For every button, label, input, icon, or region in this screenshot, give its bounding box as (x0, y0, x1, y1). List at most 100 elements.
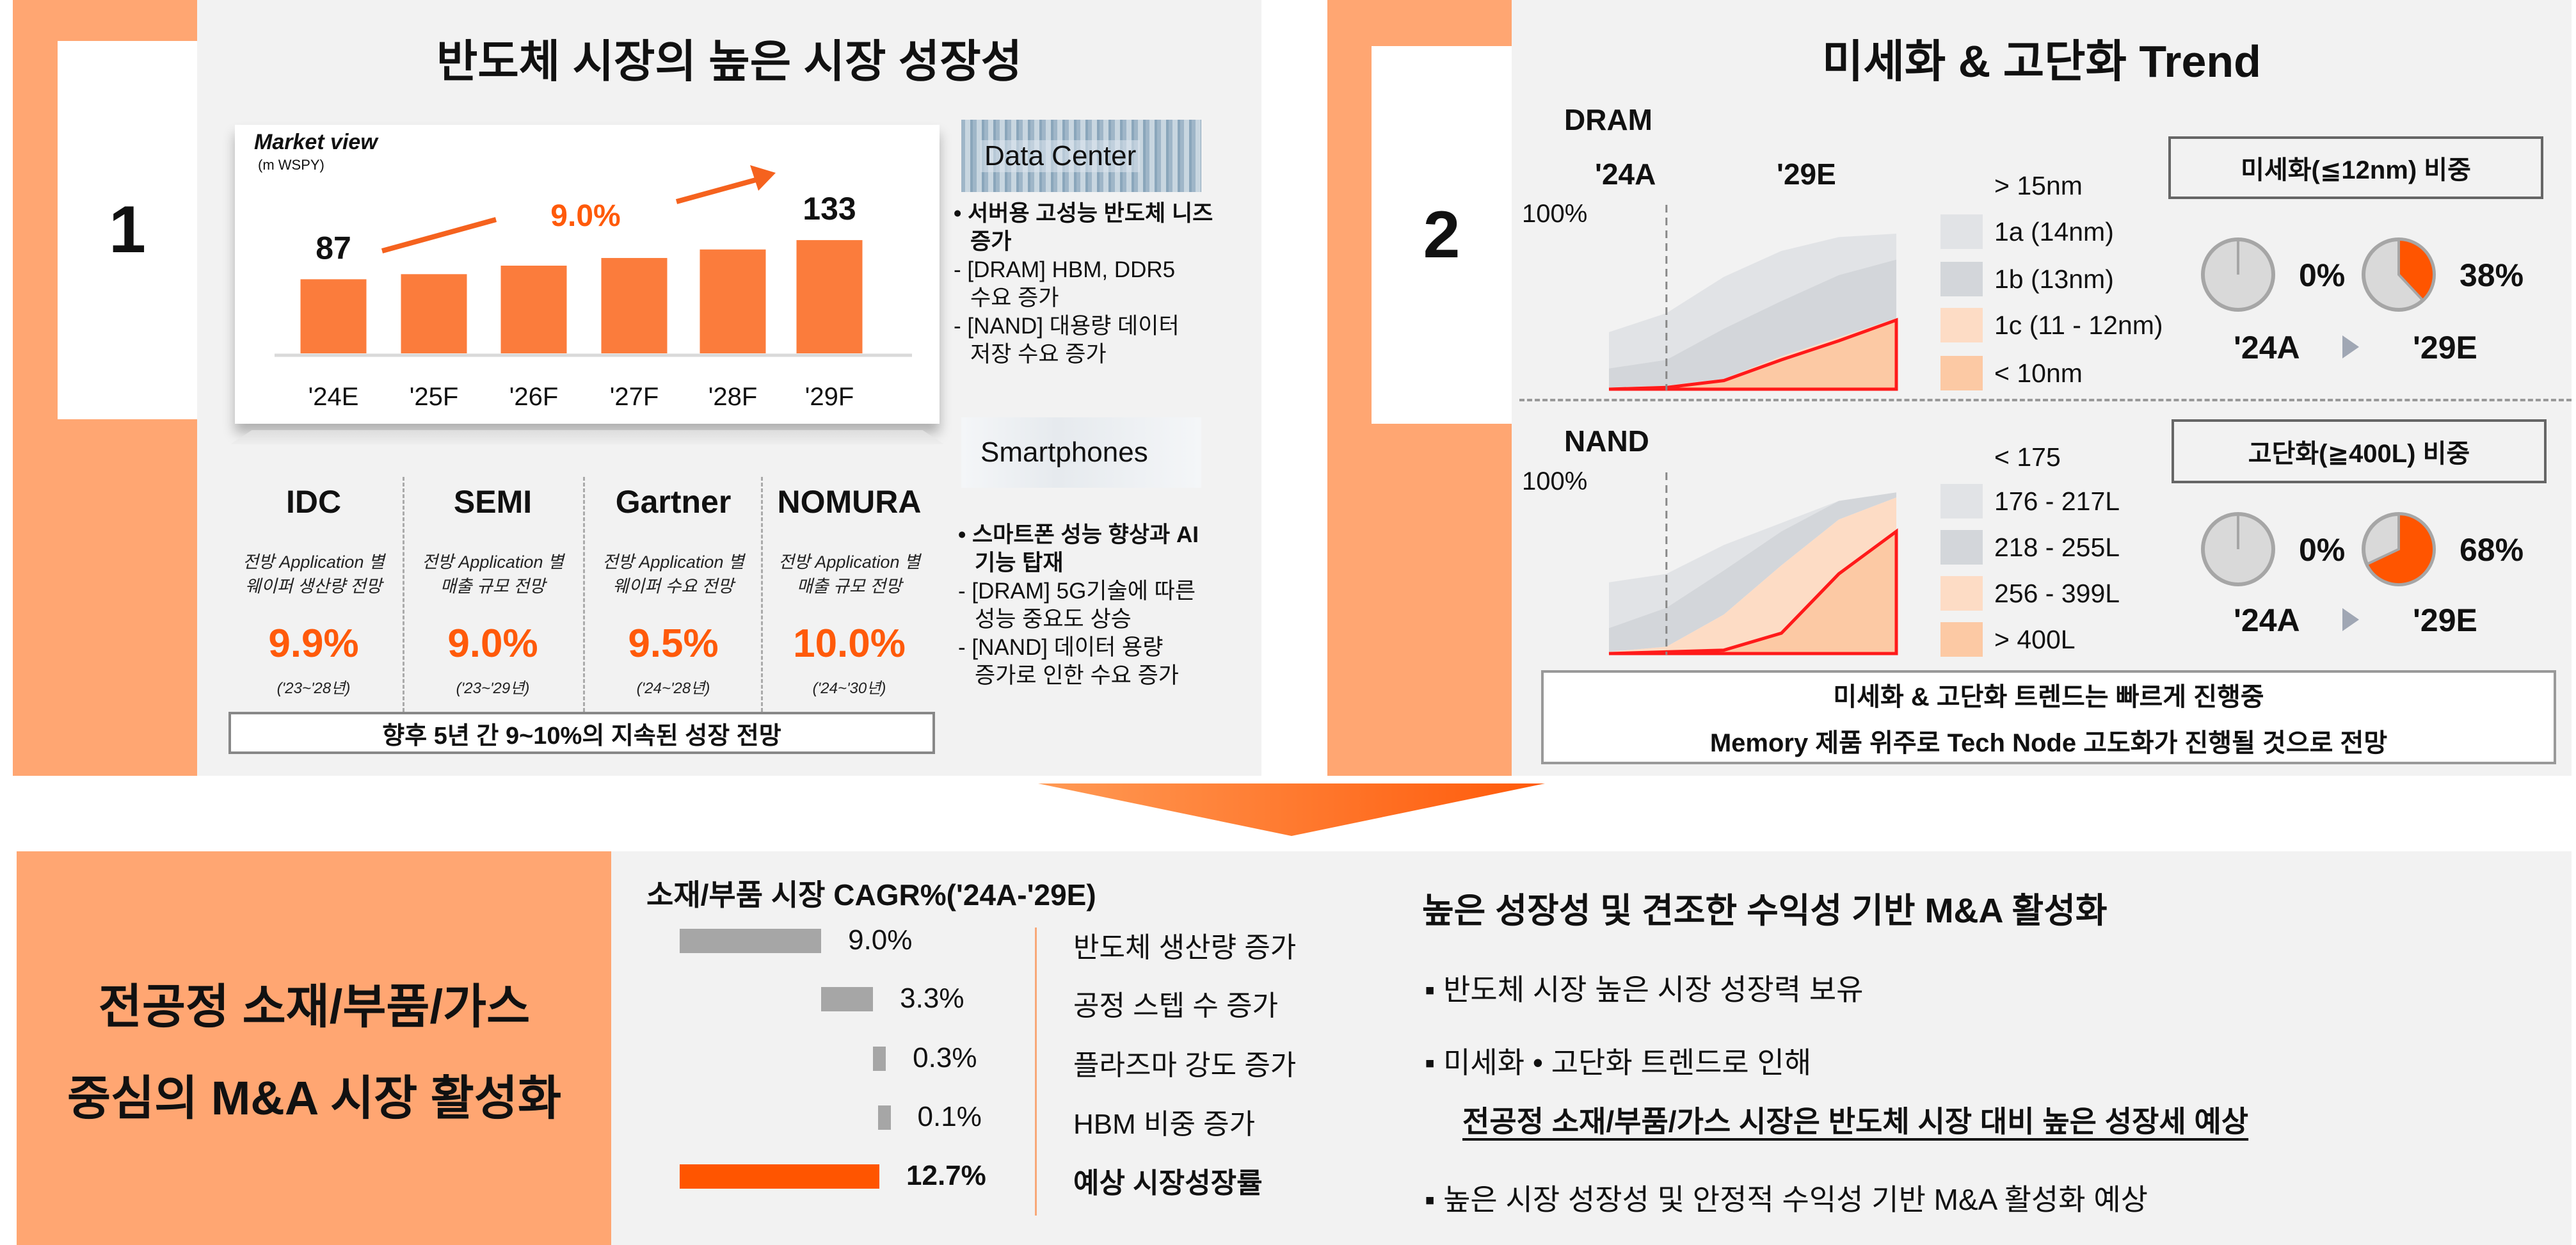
source-value: 9.0% (447, 622, 538, 666)
highlight-series-outline (1608, 317, 1898, 391)
x-tick-label: '25F (410, 383, 459, 411)
bar (821, 987, 874, 1011)
pie-value: 0% (2299, 257, 2345, 293)
section-divider (1519, 399, 2572, 401)
smartphones-bullets: • 스마트폰 성능 향상과 AI 기능 탑재 - [DRAM] 5G기술에 따른… (958, 521, 1199, 690)
bar (796, 240, 863, 353)
x-tick-label: '27F (610, 383, 659, 411)
legend-swatch (1940, 262, 1983, 296)
trend-arrow (675, 175, 764, 204)
bottom-headline-line1: 전공정 소재/부품/가스 (98, 979, 531, 1033)
cagr-title: 소재/부품 시장 CAGR%('24A-'29E) (646, 878, 1096, 912)
divider (403, 477, 404, 712)
square-bullet-icon: ▪ (1425, 1183, 1444, 1216)
x-tick-label: '26F (509, 383, 559, 411)
smartphones-headline: 스마트폰 성능 향상과 AI (972, 522, 1199, 547)
pie-slice (2365, 512, 2435, 586)
legend-swatch (1940, 440, 1983, 474)
smartphones-point: - [NAND] 데이터 용량 (958, 635, 1164, 660)
data-label: 12.7% (906, 1160, 986, 1191)
divider (761, 477, 763, 712)
dram-y-tick: 100% (1522, 200, 1588, 228)
smartphones-point: 성능 중요도 상승 (975, 607, 1132, 632)
source-desc: 매출 규모 전망 (796, 577, 902, 596)
market-view-title: Market view (254, 130, 378, 154)
data-center-point: - [DRAM] HBM, DDR5 (954, 257, 1176, 282)
legend-label: 218 - 255L (1994, 532, 2120, 562)
bottom-bullet-text: 반도체 시장 높은 시장 성장력 보유 (1443, 973, 1864, 1006)
data-label: 9.0% (848, 924, 913, 956)
bottom-bullet-text: 높은 시장 성장성 및 안정적 수익성 기반 M&A 활성화 예상 (1443, 1183, 2148, 1216)
bar (601, 258, 668, 353)
data-label: 3.3% (900, 983, 964, 1014)
smartphones-banner: Smartphones (961, 417, 1201, 488)
pie-pair: 0% 38% (2201, 237, 2524, 312)
area-series (1609, 320, 1896, 389)
legend-item: 256 - 399L (1940, 576, 2120, 611)
card-stand (230, 430, 944, 444)
dram-area-chart (1608, 205, 1898, 391)
pie-year-label: '29E (2413, 330, 2477, 365)
total-bar (680, 1164, 879, 1189)
source-value: 10.0% (793, 622, 906, 666)
panel2-summary-line2: Memory 제품 위주로 Tech Node 고도화가 진행될 것으로 전망 (1709, 728, 2388, 757)
data-label: 87 (316, 230, 351, 266)
panel2-summary: 미세화 & 고단화 트렌드는 빠르게 진행중 Memory 제품 위주로 Tec… (1541, 670, 2556, 764)
legend-item: 176 - 217L (1940, 484, 2120, 518)
category-label: HBM 비중 증가 (1073, 1109, 1256, 1140)
data-center-point: 저장 수요 증가 (970, 342, 1107, 367)
pie-year-label: '24A (2234, 330, 2300, 365)
bar (877, 1105, 891, 1130)
source-desc: 웨이퍼 생산량 전망 (245, 577, 382, 596)
source-desc: 전방 Application 별 (778, 552, 920, 572)
bottom-bullet: ▪ 반도체 시장 높은 시장 성장력 보유 (1425, 967, 1863, 1009)
legend-swatch (1940, 168, 1983, 203)
legend-swatch (1940, 356, 1983, 390)
trend-arrow (381, 217, 497, 253)
scaling-share-box: 미세화(≦12nm) 비중 (2168, 136, 2543, 199)
market-view-card: Market view (m WSPY) '24E 87'25F '26F '27F '… (235, 125, 940, 424)
legend-swatch (1940, 530, 1983, 565)
market-view-chart: '24E 87 '25F '26F '27F '28F '29F 133 9.0% (275, 165, 912, 411)
area-series (1609, 492, 1896, 652)
pie-value: 0% (2299, 532, 2345, 568)
category-label: 공정 스텝 수 증가 (1073, 990, 1279, 1022)
panel1-summary: 향후 5년 간 9~10%의 지속된 성장 전망 (228, 712, 935, 754)
category-label: 플라즈마 강도 증가 (1073, 1050, 1297, 1081)
smartphones-point: 증가로 인한 수요 증가 (975, 663, 1179, 688)
legend-swatch (1940, 308, 1983, 342)
data-center-bullets: • 서버용 고성능 반도체 니즈 증가 - [DRAM] HBM, DDR5 수… (954, 200, 1213, 369)
bottom-bullet: ▪ 미세화 • 고단화 트렌드로 인해 (1425, 1040, 1811, 1082)
area-series (1609, 497, 1896, 654)
legend-swatch (1940, 484, 1983, 518)
bottom-headline-line2: 중심의 M&A 시장 활성화 (67, 1071, 562, 1125)
data-label: 133 (803, 191, 856, 227)
data-label: 0.1% (917, 1101, 982, 1132)
legend-swatch (1940, 622, 1983, 657)
legend-label: 1a (14nm) (1994, 216, 2114, 246)
legend-label: < 10nm (1994, 358, 2083, 388)
legend-item: 1b (13nm) (1940, 262, 2114, 296)
source-name: NOMURA (777, 484, 922, 520)
legend-label: 176 - 217L (1994, 486, 2120, 516)
data-center-label: Data Center (980, 140, 1140, 172)
source-period: ('24~'30년) (812, 680, 886, 697)
bottom-bullet: ▪ 높은 시장 성장성 및 안정적 수익성 기반 M&A 활성화 예상 (1425, 1177, 2148, 1219)
legend-item: > 400L (1940, 622, 2076, 657)
legend-label: < 175 (1994, 442, 2061, 472)
x-tick-label: '24E (308, 383, 359, 411)
nand-area-chart (1608, 472, 1898, 655)
data-center-headline: 서버용 고성능 반도체 니즈 (967, 201, 1213, 226)
bar (680, 929, 822, 953)
market-view-unit: (m WSPY) (258, 157, 324, 173)
bottom-body (611, 851, 2572, 1245)
panel1-number: 1 (58, 41, 197, 419)
cagr-annotation: 9.0% (550, 199, 620, 233)
area-series (1609, 492, 1896, 629)
source-desc: 전방 Application 별 (243, 552, 385, 572)
smartphones-point: - [DRAM] 5G기술에 따른 (958, 579, 1196, 604)
data-label: 0.3% (913, 1042, 977, 1073)
area-series (1609, 259, 1896, 388)
pie-pair: 0% 68% (2201, 512, 2524, 586)
area-series (1609, 234, 1896, 369)
